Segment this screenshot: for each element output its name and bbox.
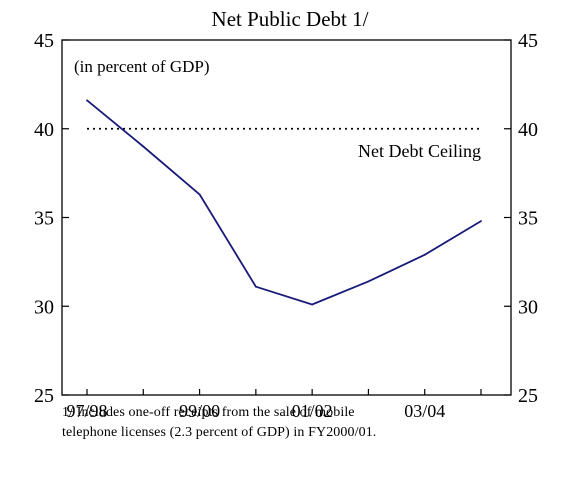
footnote-line-2: telephone licenses (2.3 percent of GDP) …	[62, 425, 377, 440]
y-tick-label-left-25: 25	[34, 385, 54, 407]
data-point-98/99	[142, 145, 145, 148]
net-debt-ceiling-label: Net Debt Ceiling	[358, 141, 481, 161]
data-point-97/98	[86, 99, 88, 102]
chart-subtitle: (in percent of GDP)	[74, 57, 210, 76]
x-tick-label-01/02: 01/02	[292, 401, 333, 421]
y-tick-label-left-45: 45	[34, 30, 54, 52]
chart-title: Net Public Debt 1/	[212, 7, 369, 31]
x-tick-label-97/98: 97/98	[66, 401, 107, 421]
y-tick-label-right-45: 45	[518, 30, 538, 52]
y-tick-label-left-40: 40	[34, 119, 54, 141]
y-tick-label-right-25: 25	[518, 385, 538, 407]
data-point-00/01	[254, 285, 257, 288]
plot-frame	[61, 39, 512, 396]
footnote-line-1: 1/ Includes one-off receipts from the sa…	[62, 405, 355, 420]
y-tick-label-right-40: 40	[518, 119, 538, 141]
data-point-01/02	[311, 303, 314, 306]
y-tick-label-right-35: 35	[518, 208, 538, 230]
y-tick-label-right-30: 30	[518, 296, 538, 318]
y-tick-label-left-35: 35	[34, 208, 54, 230]
y-tick-label-left-30: 30	[34, 296, 54, 318]
data-point-99/00	[198, 193, 201, 196]
data-point-03/04	[423, 253, 426, 256]
data-point-04/05	[480, 220, 482, 222]
series-line-0	[86, 99, 482, 306]
x-tick-label-03/04: 03/04	[404, 401, 445, 421]
data-point-02/03	[367, 280, 370, 283]
x-tick-label-99/00: 99/00	[179, 401, 220, 421]
